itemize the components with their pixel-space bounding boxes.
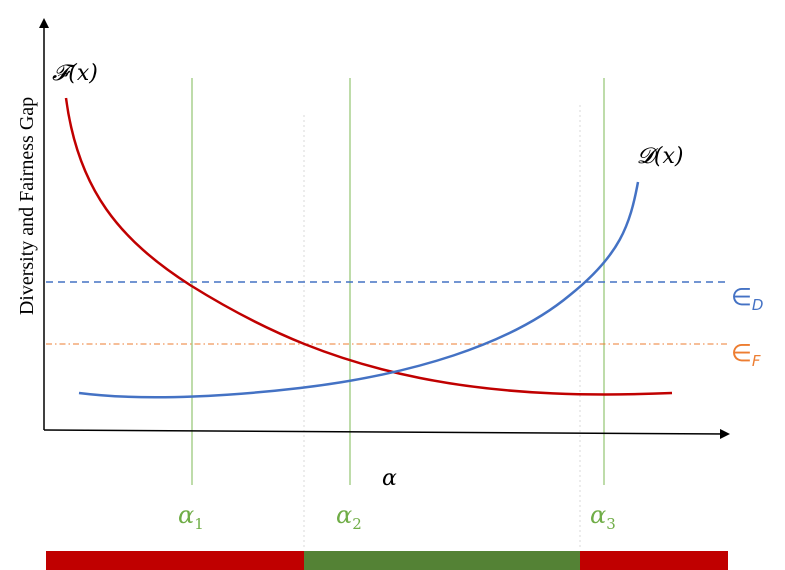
- epsilon-d-subscript: D: [752, 296, 764, 314]
- epsilon-d-symbol: ∈: [731, 283, 752, 311]
- diversity-curve-label: 𝓓(x): [637, 144, 683, 169]
- x-axis-label: α: [382, 466, 397, 491]
- diversity-curve: [78, 181, 640, 399]
- x-axis: [43, 428, 730, 439]
- alpha-1-base: α: [178, 501, 194, 529]
- alpha-1-label: α1: [178, 501, 204, 533]
- fairness-curve: [64, 97, 673, 396]
- epsilon-f-label: ∈F: [731, 339, 761, 370]
- region-bar-right-infeasible: [580, 551, 728, 570]
- region-bar-feasible: [304, 551, 580, 570]
- epsilon-f-subscript: F: [752, 352, 761, 370]
- alpha-2-label: α2: [336, 501, 362, 533]
- alpha-3-label: α3: [590, 501, 616, 533]
- alpha-2-base: α: [336, 501, 352, 529]
- y-axis-label: Diversity and Fairness Gap: [16, 97, 38, 315]
- alpha-2-sub: 2: [352, 515, 362, 533]
- alpha-3-sub: 3: [606, 515, 616, 533]
- alpha-3-base: α: [590, 501, 606, 529]
- alpha-1-sub: 1: [194, 515, 204, 533]
- fairness-curve-label: 𝓕(x): [52, 61, 98, 86]
- region-bar-left-infeasible: [46, 551, 304, 570]
- epsilon-f-symbol: ∈: [731, 339, 752, 367]
- epsilon-d-label: ∈D: [731, 283, 763, 314]
